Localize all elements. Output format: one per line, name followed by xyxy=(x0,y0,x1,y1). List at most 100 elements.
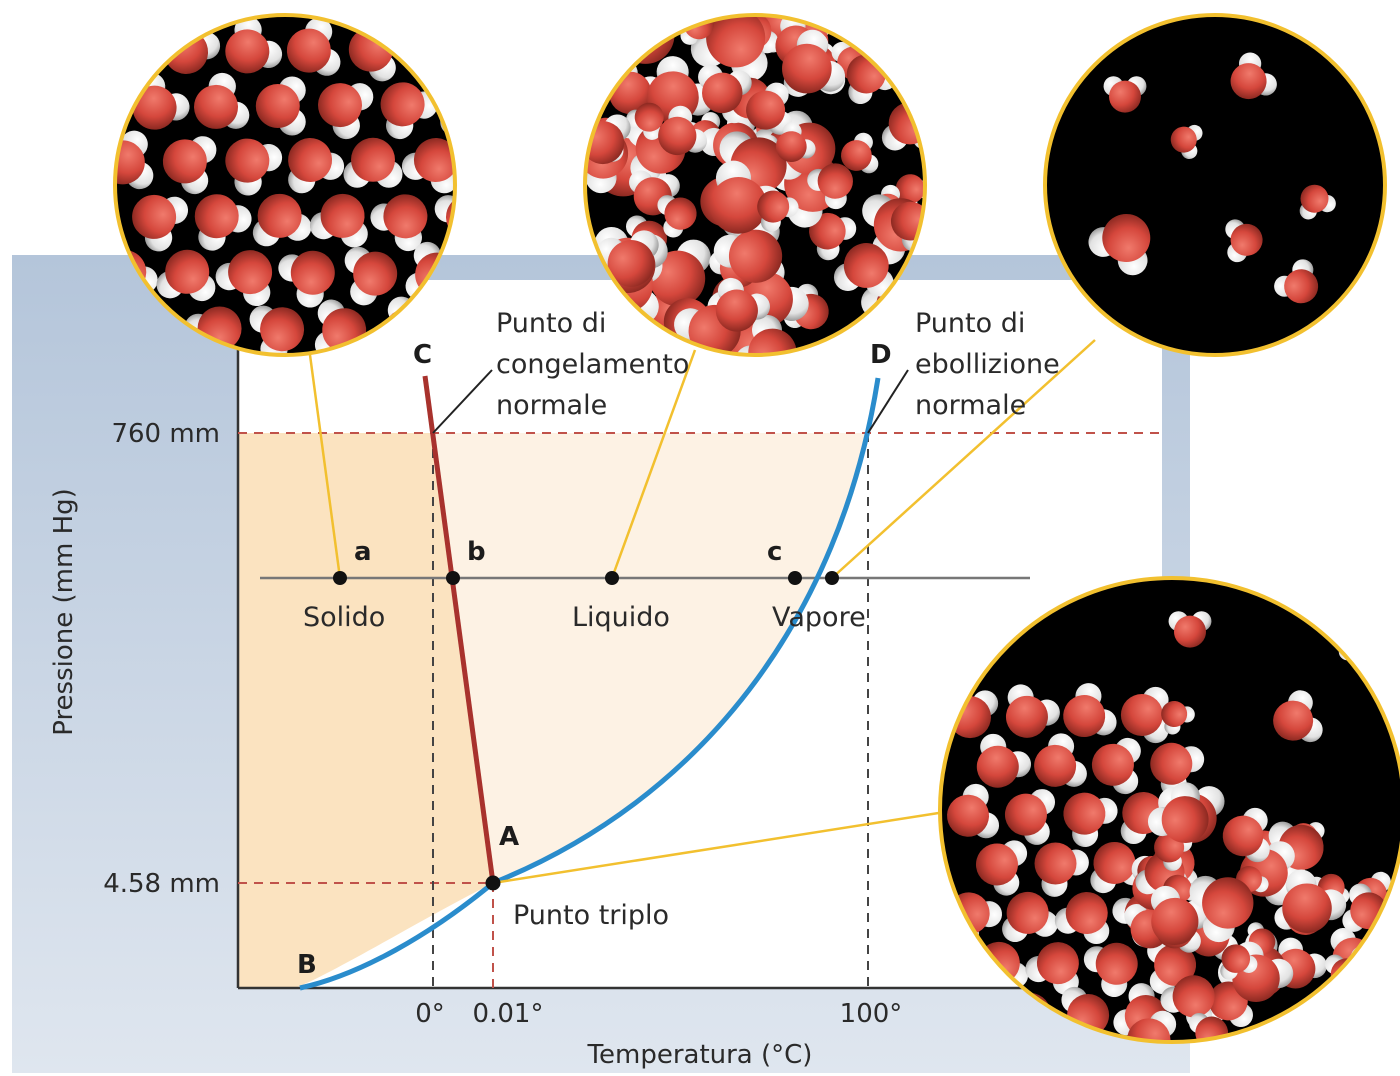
water-molecule-icon xyxy=(1091,737,1141,795)
triple-phase-icon xyxy=(940,611,1400,1042)
x-tick-100: 100° xyxy=(840,999,903,1029)
water-molecule-icon xyxy=(807,163,853,210)
label-curve-C: C xyxy=(413,340,432,370)
boiling-label-2: ebollizione xyxy=(915,349,1060,380)
water-molecule-icon xyxy=(1220,944,1258,980)
label-liquid: Liquido xyxy=(572,602,670,633)
water-molecule-icon xyxy=(1025,942,1079,995)
point-liquid xyxy=(605,571,619,585)
liquid-molecules-inset xyxy=(583,13,927,357)
triple-point xyxy=(485,875,501,891)
water-molecule-icon xyxy=(1103,76,1147,113)
water-molecule-icon xyxy=(370,194,428,252)
water-molecule-icon xyxy=(318,83,374,140)
y-tick-458: 4.58 mm xyxy=(103,869,220,899)
triple-point-molecules-inset xyxy=(938,576,1400,1044)
water-molecule-icon xyxy=(975,840,1028,896)
callout-solid xyxy=(308,354,342,579)
y-tick-760: 760 mm xyxy=(111,419,220,449)
water-molecule-icon xyxy=(1054,892,1110,945)
freezing-label-1: Punto di xyxy=(496,308,606,339)
boiling-pointer xyxy=(867,369,909,434)
water-molecule-icon xyxy=(286,17,341,76)
water-molecule-icon xyxy=(657,195,697,238)
label-curve-B: B xyxy=(297,950,317,980)
water-molecule-icon xyxy=(1362,962,1400,1032)
water-molecule-icon xyxy=(1282,869,1347,933)
water-molecule-icon xyxy=(1147,782,1209,843)
x-tick-001: 0.01° xyxy=(473,999,544,1029)
water-molecule-icon xyxy=(1120,686,1169,744)
x-tick-0: 0° xyxy=(415,999,445,1029)
water-molecule-icon xyxy=(782,29,846,94)
water-molecule-icon xyxy=(1274,259,1319,304)
water-molecule-icon xyxy=(344,246,398,306)
melting-curve xyxy=(422,375,496,884)
water-molecule-icon xyxy=(658,105,708,156)
water-molecule-icon xyxy=(775,122,816,163)
liquid-region xyxy=(433,433,868,883)
triple-point-label: Punto triplo xyxy=(513,900,669,931)
water-vapor-icon xyxy=(1088,52,1336,304)
water-molecule-icon xyxy=(1005,684,1060,738)
water-molecule-icon xyxy=(1273,690,1323,743)
water-molecule-icon xyxy=(715,277,770,332)
water-molecule-icon xyxy=(309,193,368,248)
callout-vapor xyxy=(831,339,1096,579)
label-vapor: Vapore xyxy=(772,602,866,633)
point-vapor xyxy=(825,571,839,585)
liquid-water-icon xyxy=(585,15,925,355)
water-molecule-icon xyxy=(225,16,283,74)
solid-region xyxy=(238,433,493,988)
water-molecule-icon xyxy=(162,136,217,195)
water-molecule-icon xyxy=(278,250,335,308)
callout-lines xyxy=(308,339,1096,885)
water-molecule-icon xyxy=(380,82,438,140)
water-molecule-icon xyxy=(1222,807,1270,863)
water-molecule-icon xyxy=(1225,219,1263,263)
label-solid: Solido xyxy=(303,602,385,633)
water-molecule-icon xyxy=(1083,942,1138,998)
freezing-pointer xyxy=(432,369,493,434)
x-axis-title: Temperatura (°C) xyxy=(587,1040,813,1070)
water-molecule-icon xyxy=(1063,792,1118,848)
boiling-label-1: Punto di xyxy=(915,308,1025,339)
label-point-a: a xyxy=(354,537,372,567)
callout-liquid xyxy=(610,349,697,579)
water-molecule-icon xyxy=(1034,733,1087,787)
water-molecule-icon xyxy=(1299,184,1336,220)
points xyxy=(333,571,839,891)
boiling-label-3: normale xyxy=(915,390,1026,421)
vapor-pressure-curve xyxy=(299,377,881,991)
water-molecule-icon xyxy=(255,76,306,136)
water-molecule-icon xyxy=(401,138,455,194)
water-molecule-icon xyxy=(596,230,659,287)
water-molecule-icon xyxy=(947,783,1000,839)
water-molecule-icon xyxy=(1189,875,1254,943)
water-molecule-icon xyxy=(1004,789,1056,845)
water-molecule-icon xyxy=(626,102,664,140)
water-molecule-icon xyxy=(288,138,345,194)
vapor-molecules-inset xyxy=(1043,13,1387,357)
water-molecule-icon xyxy=(757,190,799,232)
point-c xyxy=(788,571,802,585)
water-molecule-icon xyxy=(1230,52,1277,100)
water-molecule-icon xyxy=(1088,213,1151,276)
label-point-c: c xyxy=(767,537,782,567)
callout-triple xyxy=(492,810,946,885)
water-molecule-icon xyxy=(115,130,154,190)
point-a xyxy=(333,571,347,585)
water-molecule-icon xyxy=(156,249,216,302)
y-axis-title: Pressione (mm Hg) xyxy=(49,488,79,736)
water-molecule-icon xyxy=(132,194,189,252)
water-molecule-icon xyxy=(1150,885,1212,946)
point-b xyxy=(446,571,460,585)
water-molecule-icon xyxy=(841,132,879,174)
freezing-label-2: congelamento xyxy=(496,349,689,380)
water-molecule-icon xyxy=(252,193,312,247)
water-molecule-icon xyxy=(1002,891,1058,943)
water-molecule-icon xyxy=(194,194,252,251)
water-molecule-icon xyxy=(132,72,190,130)
water-molecule-icon xyxy=(1034,842,1089,897)
